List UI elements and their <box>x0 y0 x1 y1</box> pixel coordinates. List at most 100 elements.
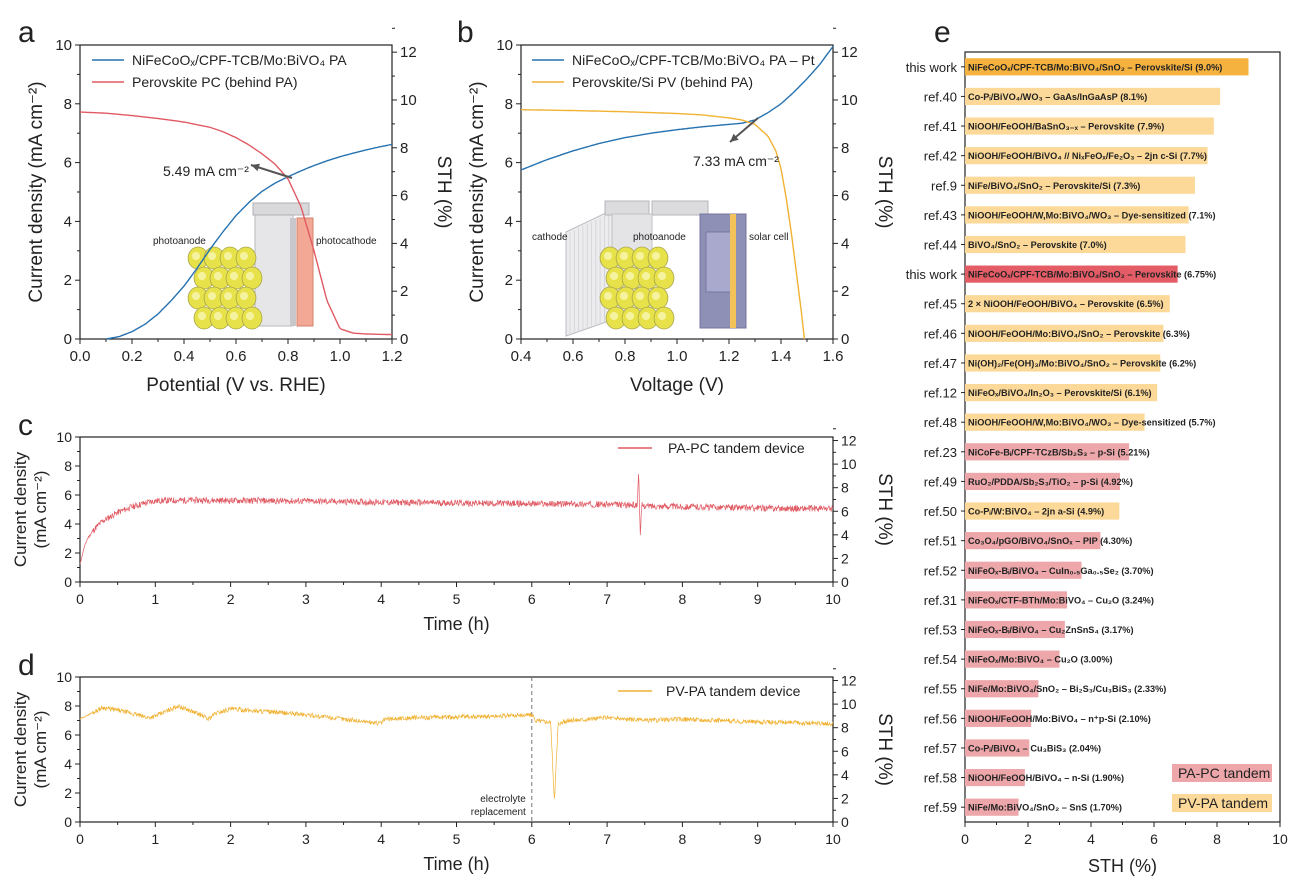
y-axis-label: Current density (mA cm⁻²) <box>26 81 47 302</box>
y-axis-label-line-1: Current density <box>11 451 30 567</box>
legend-swatch-pa-pc <box>1172 764 1272 782</box>
y2-axis-label: STH (%) <box>874 713 895 786</box>
nanostructure-highlight <box>208 252 216 260</box>
y-tick-label: 0 <box>64 574 72 590</box>
x-axis-label: Time (h) <box>423 854 489 874</box>
bar-label: Co₃O₄/pGO/BiVO₄/SnOₓ – PIP (4.30%) <box>968 536 1132 546</box>
x-tick-label: 0.4 <box>174 348 195 365</box>
x-tick-label: 2 <box>1024 831 1032 847</box>
bar <box>965 235 1186 254</box>
x-tick-label: 0.6 <box>563 348 584 365</box>
nanostructure-highlight <box>626 272 634 280</box>
y2-tick-label: 6 <box>400 188 408 205</box>
bar-label: NiOOH/FeOOH/Mo:BiVO₄ – n⁺p-Si (2.10%) <box>968 714 1151 724</box>
y2-tick-label: 4 <box>400 235 408 252</box>
y2-tick-label: 0 <box>841 574 849 590</box>
nanostructure-highlight <box>214 312 222 320</box>
nanostructure-highlight <box>230 312 238 320</box>
bar-label: Co-Pᵢ/BiVO₄/WO₃ – GaAs/InGaAsP (8.1%) <box>968 92 1147 102</box>
panel-letter-a: a <box>18 16 35 49</box>
bar-label: Co-Pᵢ/BiVO₄ – Cu₃BiS₃ (2.04%) <box>968 743 1101 753</box>
nanostructure-highlight <box>652 292 660 300</box>
x-tick-label: 0.8 <box>278 348 299 365</box>
x-tick-label: 0 <box>76 591 84 607</box>
bar-label: NiFeCoOₓ/CPF-TCB/Mo:BiVO₄/SnO₂ – Perovsk… <box>968 270 1216 280</box>
bar-label: NiFeCoOₓ/CPF-TCB/Mo:BiVO₄/SnO₂ – Perovsk… <box>968 62 1222 72</box>
y2-tick-label: 0 <box>841 814 849 830</box>
panel-letter-e: e <box>934 16 951 49</box>
bar-label: NiFeOₓ/BiVO₄/In₂O₃ – Perovskite/Si (6.1%… <box>968 388 1152 398</box>
x-axis-label: Time (h) <box>423 614 489 634</box>
annotation-text: 7.33 mA cm⁻² <box>693 153 779 169</box>
x-tick-label: 0.4 <box>511 348 532 365</box>
bar <box>965 87 1221 106</box>
reference-label: ref.46 <box>924 326 957 341</box>
y-tick-label: 2 <box>64 785 72 801</box>
nanostructure-highlight <box>604 252 612 260</box>
nanostructure-highlight <box>240 252 248 260</box>
series-line-1 <box>105 143 393 340</box>
nanostructure-highlight <box>604 292 612 300</box>
photocathode-layer <box>296 217 314 327</box>
nanostructure-highlight <box>620 252 628 260</box>
reference-label: ref.59 <box>924 800 957 815</box>
nanostructure-highlight <box>214 272 222 280</box>
plot-frame <box>964 51 1281 823</box>
y2-tick-label: 12 <box>400 44 417 61</box>
nanostructure-highlight <box>240 292 248 300</box>
x-tick-label: 0 <box>961 831 969 847</box>
x-tick-label: 5 <box>453 591 461 607</box>
bar <box>965 561 1082 579</box>
x-tick-label: 3 <box>302 591 310 607</box>
y-tick-label: 8 <box>64 96 72 113</box>
x-axis-label: STH (%) <box>1088 856 1157 876</box>
x-tick-label: 3 <box>302 831 310 847</box>
bar-label: NiFe/BiVO₄/SnO₂ – Perovskite/Si (7.3%) <box>968 181 1140 191</box>
x-tick-label: 10 <box>825 591 841 607</box>
reference-label: ref.42 <box>924 149 957 164</box>
y-tick-label: 2 <box>64 272 72 289</box>
bar-label: NiOOH/FeOOH/BiVO₄ // NiₓFeOₓ/Fe₂O₃ – 2jn… <box>968 151 1207 161</box>
panel-e: e NiFeCoOₓ/CPF-TCB/Mo:BiVO₄/SnO₂ – Perovs… <box>906 16 1288 876</box>
nanostructure-highlight <box>620 292 628 300</box>
y-tick-label: 0 <box>505 331 513 348</box>
bar <box>965 620 1065 639</box>
x-tick-label: 1.2 <box>382 348 403 365</box>
x-tick-label: 2 <box>227 831 235 847</box>
x-tick-label: 5 <box>453 831 461 847</box>
x-tick-label: 0.2 <box>122 348 143 365</box>
nanostructure-highlight <box>198 272 206 280</box>
y2-tick-label: 12 <box>841 433 857 449</box>
reference-label: ref.50 <box>924 504 957 519</box>
y2-tick-label: 0 <box>841 331 849 348</box>
reference-label: ref.48 <box>924 415 957 430</box>
y2-tick-label: 8 <box>841 720 849 736</box>
nanostructure-highlight <box>208 292 216 300</box>
x-tick-label: 6 <box>528 831 536 847</box>
inset-label-photoanode: photoanode <box>153 236 206 247</box>
bar <box>965 58 1249 76</box>
bar-label: RuO₂/PDDA/Sb₂S₃/TiO₂ – p-Si (4.92%) <box>968 477 1133 487</box>
y-tick-label: 0 <box>64 331 72 348</box>
y2-tick-label: 10 <box>841 92 858 109</box>
x-tick-label: 8 <box>1213 831 1221 847</box>
x-tick-label: 10 <box>1272 831 1288 847</box>
x-tick-label: 1.0 <box>330 348 351 365</box>
x-tick-label: 1 <box>151 591 159 607</box>
nanostructure-highlight <box>652 252 660 260</box>
x-tick-label: 6 <box>1150 831 1158 847</box>
legend-entry-1: PA-PC tandem device <box>668 440 805 456</box>
y2-tick-label: 4 <box>841 235 849 252</box>
plot-frame <box>79 436 834 583</box>
y-axis-label-line-1: Current density <box>11 691 30 807</box>
y-axis-label-line-2: (mA cm⁻²) <box>31 711 50 789</box>
bar <box>965 206 1189 224</box>
bar-label: NiOOH/FeOOH/W,Mo:BiVO₄/WO₃ – Dye-sensiti… <box>968 210 1216 220</box>
legend-entry-1: NiFeCoOₓ/CPF-TCB/Mo:BiVO₄ PA <box>132 52 347 68</box>
x-tick-label: 6 <box>528 591 536 607</box>
y2-tick-label: 8 <box>841 480 849 496</box>
y2-axis-label: STH (%) <box>874 156 895 229</box>
solar-cell-window <box>705 231 733 293</box>
nanostructure-highlight <box>192 252 200 260</box>
